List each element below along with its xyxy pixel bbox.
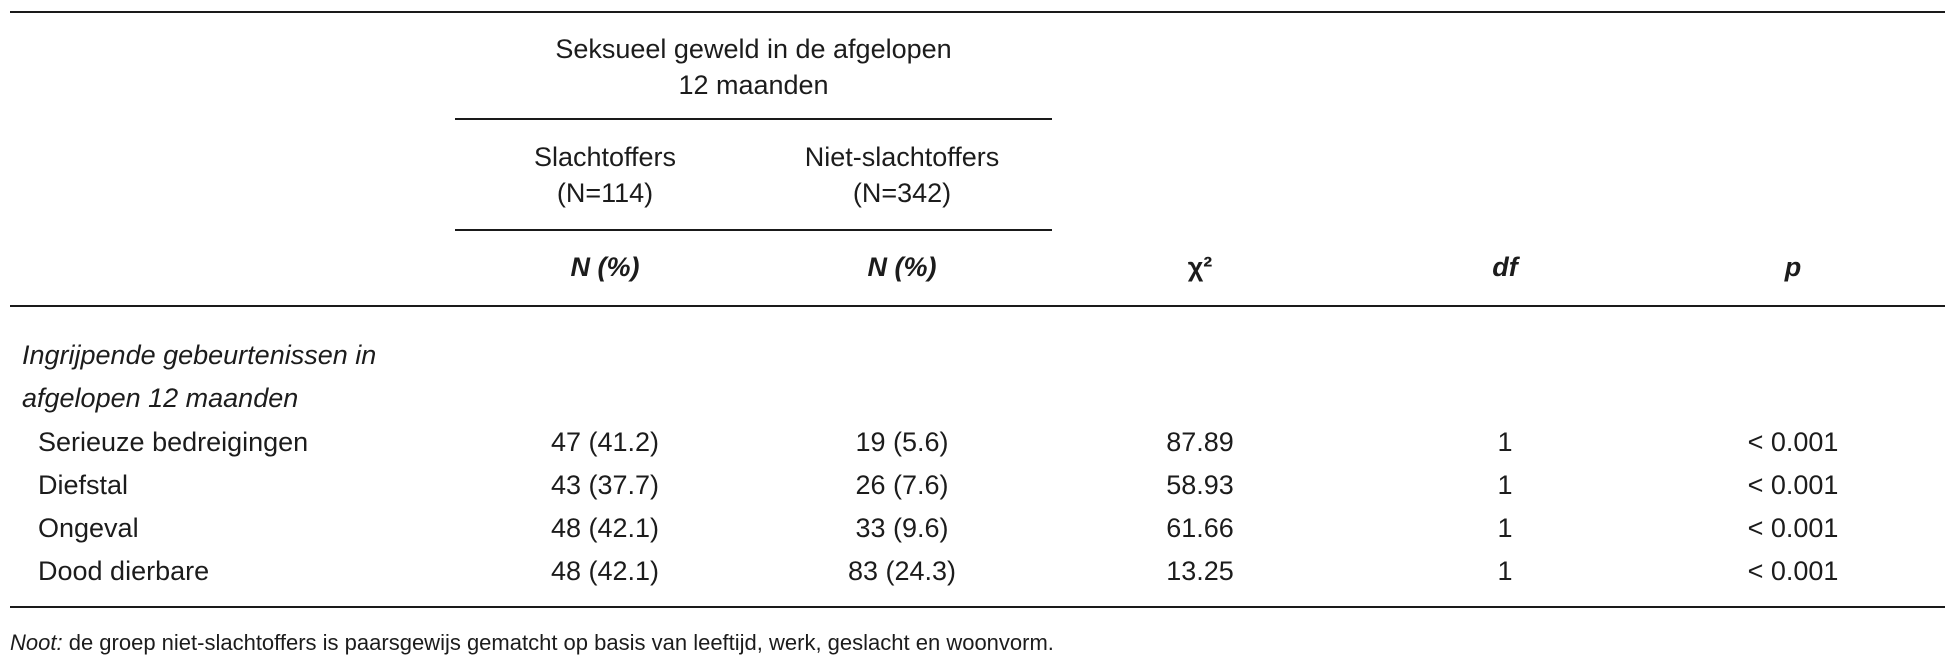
table-note-lead: Noot: bbox=[10, 630, 63, 655]
group-header-line-1: Seksueel geweld in de afgelopen bbox=[555, 34, 952, 64]
cell-chi2: 58.93 bbox=[1166, 470, 1234, 500]
cell-chi2: 13.25 bbox=[1166, 556, 1234, 586]
subgroup-nonvictims-n: (N=342) bbox=[852, 178, 952, 208]
cell-df: 1 bbox=[1497, 556, 1513, 586]
cell-chi2: 61.66 bbox=[1166, 513, 1234, 543]
cell-p: < 0.001 bbox=[1747, 470, 1839, 500]
col-header-victims: N (%) bbox=[570, 252, 640, 282]
cell-p: < 0.001 bbox=[1747, 556, 1839, 586]
subgroup-victims-n: (N=114) bbox=[556, 178, 654, 208]
cell-nonvictims: 26 (7.6) bbox=[855, 470, 949, 500]
col-header-p: p bbox=[1784, 252, 1802, 282]
cell-victims: 47 (41.2) bbox=[550, 427, 660, 457]
cell-df: 1 bbox=[1497, 470, 1513, 500]
table-top-rule bbox=[10, 11, 1945, 13]
cell-victims: 43 (37.7) bbox=[550, 470, 660, 500]
cell-victims: 48 (42.1) bbox=[550, 513, 660, 543]
section-title-line-2: afgelopen 12 maanden bbox=[22, 383, 299, 413]
header-bottom-rule bbox=[10, 305, 1945, 307]
table-bottom-rule bbox=[10, 606, 1945, 608]
table-note-text: de groep niet-slachtoffers is paarsgewij… bbox=[62, 630, 1054, 655]
row-label: Ongeval bbox=[38, 513, 139, 543]
col-header-nonvictims: N (%) bbox=[867, 252, 937, 282]
col-header-df: df bbox=[1492, 252, 1518, 282]
cell-nonvictims: 19 (5.6) bbox=[855, 427, 949, 457]
subgroup-victims-name: Slachtoffers bbox=[533, 142, 677, 172]
cell-p: < 0.001 bbox=[1747, 513, 1839, 543]
row-label: Dood dierbare bbox=[38, 556, 210, 586]
table-note: Noot: de groep niet-slachtoffers is paar… bbox=[10, 628, 1054, 658]
cell-victims: 48 (42.1) bbox=[550, 556, 660, 586]
row-label: Diefstal bbox=[38, 470, 129, 500]
group-header-rule bbox=[455, 118, 1052, 120]
cell-p: < 0.001 bbox=[1747, 427, 1839, 457]
section-title-line-1: Ingrijpende gebeurtenissen in bbox=[22, 340, 377, 370]
group-header-line-2: 12 maanden bbox=[678, 70, 829, 100]
cell-nonvictims: 83 (24.3) bbox=[847, 556, 957, 586]
subgroup-nonvictims-name: Niet-slachtoffers bbox=[804, 142, 1000, 172]
cell-df: 1 bbox=[1497, 513, 1513, 543]
subgroup-header-rule bbox=[455, 229, 1052, 231]
row-label: Serieuze bedreigingen bbox=[38, 427, 309, 457]
cell-nonvictims: 33 (9.6) bbox=[855, 513, 949, 543]
col-header-chi2: χ² bbox=[1187, 252, 1213, 282]
cell-df: 1 bbox=[1497, 427, 1513, 457]
cell-chi2: 87.89 bbox=[1166, 427, 1234, 457]
